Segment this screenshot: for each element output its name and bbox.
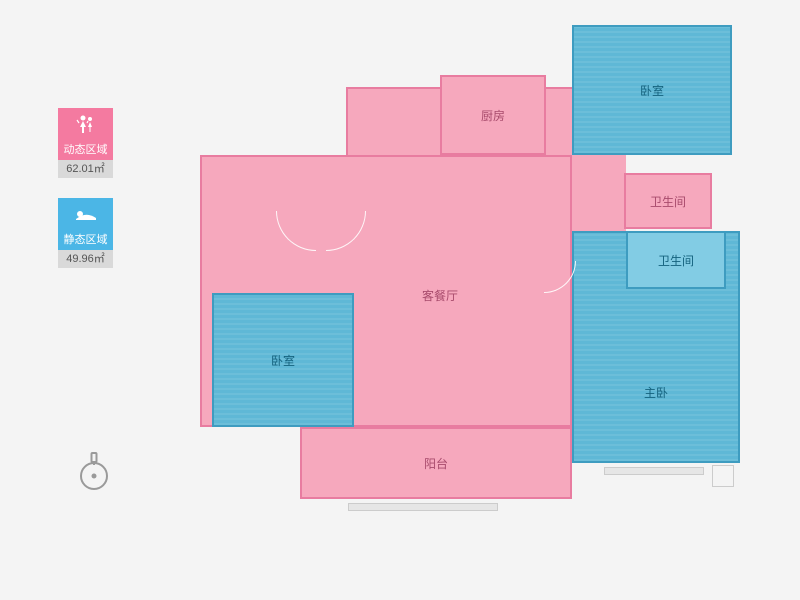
exterior-tab-1 <box>348 503 498 511</box>
room-bath-upper-label: 卫生间 <box>650 193 686 210</box>
room-kitchen-label: 厨房 <box>481 107 505 124</box>
room-master-bed-label: 主卧 <box>644 384 668 401</box>
compass-icon <box>76 450 112 494</box>
legend-dynamic: 动态区域 62.01㎡ <box>58 108 113 178</box>
room-bath-lower-label: 卫生间 <box>658 252 694 269</box>
legend-dynamic-value: 62.01㎡ <box>58 160 113 178</box>
exterior-tab-2 <box>604 467 704 475</box>
legend-static: 静态区域 49.96㎡ <box>58 198 113 268</box>
floorplan: 客餐厅 厨房 卧室 卫生间 主卧 卫生间 卧室 阳台 <box>200 25 760 565</box>
legend-panel: 动态区域 62.01㎡ 静态区域 49.96㎡ <box>58 108 122 288</box>
legend-static-label: 静态区域 <box>58 230 113 250</box>
room-bedroom-left: 卧室 <box>212 293 354 427</box>
room-bath-upper: 卫生间 <box>624 173 712 229</box>
room-bedroom-left-label: 卧室 <box>271 352 295 369</box>
sleep-icon <box>73 205 99 223</box>
room-living-right <box>570 153 626 233</box>
people-icon <box>74 114 98 134</box>
room-bath-lower: 卫生间 <box>626 231 726 289</box>
legend-dynamic-label: 动态区域 <box>58 140 113 160</box>
room-bedroom-top: 卧室 <box>572 25 732 155</box>
room-living-label: 客餐厅 <box>422 287 458 304</box>
room-bedroom-top-label: 卧室 <box>640 82 664 99</box>
legend-static-value: 49.96㎡ <box>58 250 113 268</box>
room-balcony-label: 阳台 <box>424 455 448 472</box>
room-kitchen: 厨房 <box>440 75 546 155</box>
room-balcony: 阳台 <box>300 427 572 499</box>
legend-dynamic-icon <box>58 108 113 140</box>
exterior-tab-3 <box>712 465 734 487</box>
legend-static-icon <box>58 198 113 230</box>
